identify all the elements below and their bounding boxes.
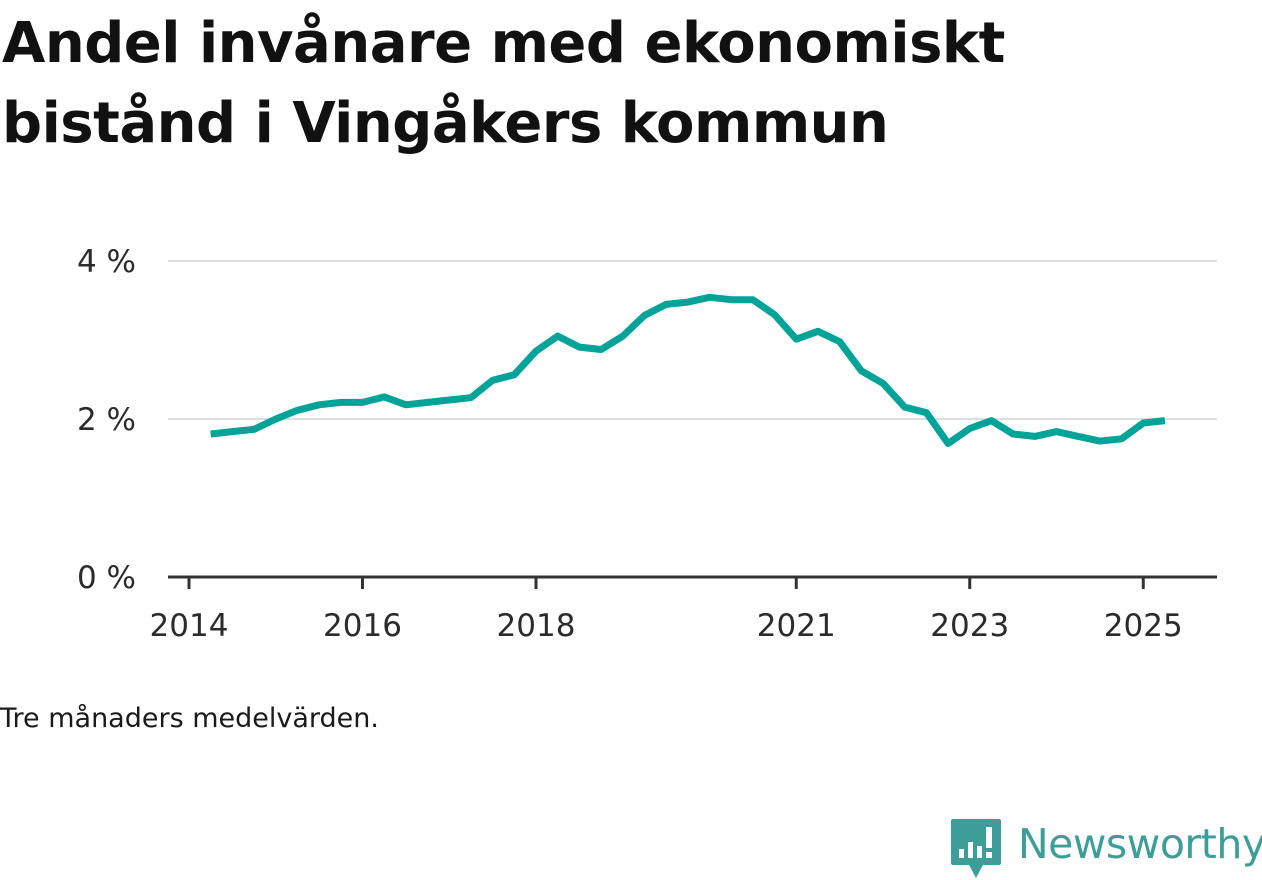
x-tick-label: 2016 <box>323 608 402 644</box>
data-point <box>402 401 409 408</box>
data-point <box>229 428 236 435</box>
data-point <box>945 440 952 447</box>
x-tick-label: 2014 <box>150 608 229 644</box>
brand-name: Newsworthy <box>1018 820 1262 868</box>
data-point <box>1053 428 1060 435</box>
x-axis-tick-labels: 2014 2016 2018 2021 2023 2025 <box>150 608 1183 644</box>
data-point <box>1161 417 1168 424</box>
data-point <box>272 416 279 423</box>
data-point <box>1075 433 1082 440</box>
data-point <box>467 394 474 401</box>
data-point <box>706 294 713 301</box>
data-point <box>1031 433 1038 440</box>
y-tick-label: 0 % <box>77 560 136 596</box>
y-tick-label: 4 % <box>77 244 136 280</box>
data-point <box>381 393 388 400</box>
data-point <box>880 380 887 387</box>
data-point <box>641 312 648 319</box>
data-point <box>728 296 735 303</box>
x-tick-label: 2018 <box>497 608 576 644</box>
data-point <box>793 336 800 343</box>
data-point <box>966 425 973 432</box>
data-point <box>554 333 561 340</box>
y-axis-tick-labels: 0 % 2 % 4 % <box>77 244 136 596</box>
data-point <box>749 296 756 303</box>
series-line <box>210 293 1166 447</box>
chart-title: Andel invånare med ekonomiskt bistånd i … <box>2 11 1005 156</box>
data-point <box>207 431 214 438</box>
data-point <box>988 417 995 424</box>
gridlines <box>168 260 1217 420</box>
x-axis <box>168 575 1217 589</box>
y-tick-label: 2 % <box>77 402 136 438</box>
data-point <box>663 301 670 308</box>
data-point <box>251 426 258 433</box>
data-point <box>901 404 908 411</box>
data-point <box>511 371 518 378</box>
data-point <box>858 367 865 374</box>
chart-note: Tre månaders medelvärden. <box>0 703 379 734</box>
x-tick-label: 2025 <box>1104 608 1183 644</box>
data-point <box>1140 420 1147 427</box>
data-point <box>316 401 323 408</box>
data-point <box>684 299 691 306</box>
x-tick-label: 2021 <box>757 608 836 644</box>
data-point <box>446 397 453 404</box>
data-point <box>337 399 344 406</box>
data-point <box>424 399 431 406</box>
data-point <box>294 407 301 414</box>
data-point <box>489 377 496 384</box>
data-point <box>1096 438 1103 445</box>
data-point <box>771 311 778 318</box>
data-point <box>598 346 605 353</box>
series-layer <box>207 293 1168 447</box>
x-tick-label: 2023 <box>930 608 1009 644</box>
data-point <box>1010 431 1017 438</box>
data-point <box>576 344 583 351</box>
data-point <box>533 348 540 355</box>
data-point <box>1118 435 1125 442</box>
data-point <box>836 338 843 345</box>
bar-chart-speech-bubble-icon <box>951 819 1001 878</box>
data-point <box>359 399 366 406</box>
data-point <box>923 409 930 416</box>
newsworthy-logo[interactable]: Newsworthy <box>950 818 1262 880</box>
data-point <box>814 328 821 335</box>
data-point <box>619 333 626 340</box>
